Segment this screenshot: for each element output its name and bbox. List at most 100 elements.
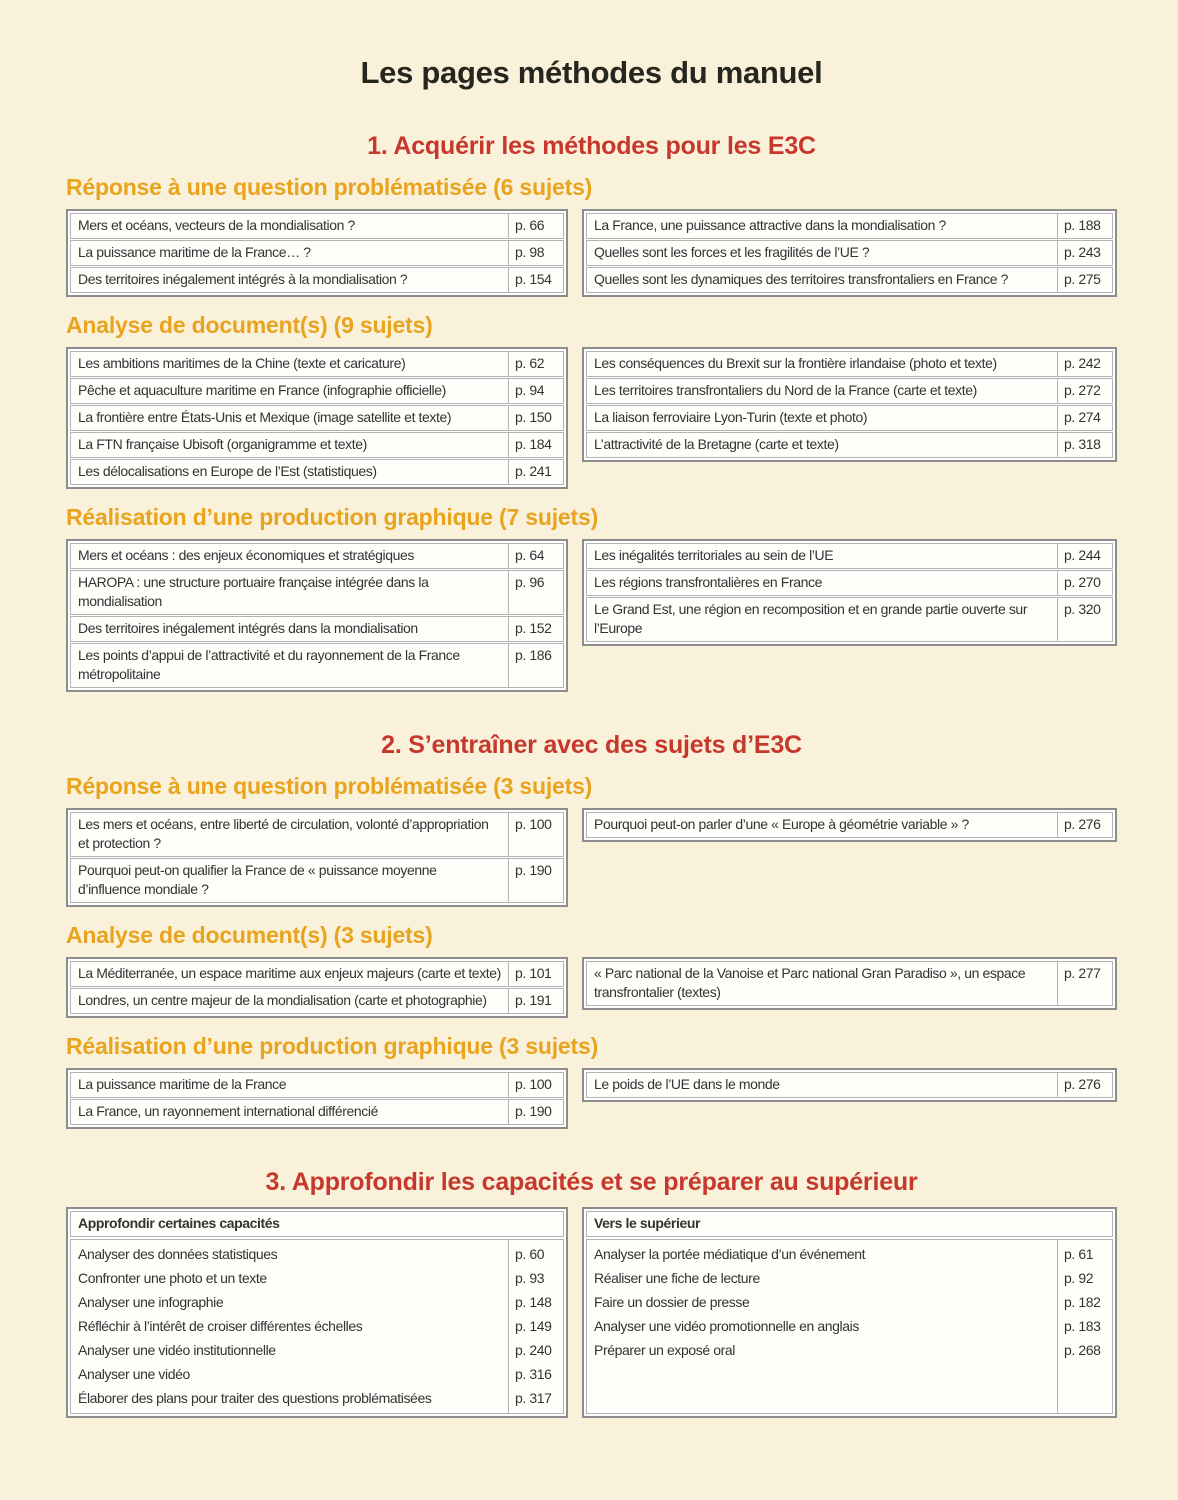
toc-topic: Les inégalités territoriales au sein de … [594,547,834,563]
capacity-page-number: p. 148 [515,1294,552,1310]
capacity-page-number: p. 317 [515,1390,552,1406]
toc-page-number: p. 100 [508,813,563,856]
toc-table-right: « Parc national de la Vanoise et Parc na… [582,957,1117,1010]
toc-topic: Pourquoi peut-on qualifier la France de … [78,862,437,897]
toc-page-number: p. 154 [508,268,563,292]
toc-topic: Pêche et aquaculture maritime en France … [78,382,446,398]
toc-row: Les ambitions maritimes de la Chine (tex… [70,351,564,377]
toc-page-number: p. 276 [1057,1073,1112,1097]
capacity-page-number: p. 240 [515,1342,552,1358]
subsection-heading: Réalisation d’une production graphique (… [66,504,599,530]
toc-topic: Pourquoi peut-on parler d’une « Europe à… [594,816,969,832]
toc-row: La puissance maritime de la France… ? p. … [70,240,564,266]
toc-row: Le Grand Est, une région en recompositio… [586,597,1113,642]
page-title: Les pages méthodes du manuel [360,55,823,90]
toc-row: La puissance maritime de la France p. 100 [70,1072,564,1098]
toc-table-left: Mers et océans, vecteurs de la mondialis… [66,209,568,297]
capacity-topics-column: Analyser la portée médiatique d’un événe… [587,1240,1057,1413]
subsection-heading: Réalisation d’une production graphique (… [66,1033,599,1059]
capacity-topic: Réfléchir à l’intérêt de croiser différe… [78,1318,363,1334]
toc-page-number: p. 190 [508,1100,563,1124]
capacity-table: Vers le supérieur Analyser la portée médi… [582,1207,1117,1418]
toc-table-right: Les conséquences du Brexit sur la fronti… [582,347,1117,462]
toc-page-number: p. 275 [1057,268,1112,292]
capacity-page-number: p. 93 [515,1270,545,1286]
toc-content: 1. Acquérir les méthodes pour les E3C Rép… [66,131,1117,1418]
toc-page-number: p. 276 [1057,813,1112,837]
toc-row: La France, une puissance attractive dans… [586,213,1113,239]
toc-page-number: p. 241 [508,460,563,484]
toc-row: Quelles sont les dynamiques des territoi… [586,267,1113,293]
subsection-heading: Analyse de document(s) (9 sujets) [66,312,433,338]
capacity-table-header: Vers le supérieur [586,1211,1113,1237]
toc-row: Les délocalisations en Europe de l’Est (… [70,459,564,485]
subsection-heading: Analyse de document(s) (3 sujets) [66,922,433,948]
capacity-topic: Analyser la portée médiatique d’un événe… [594,1246,866,1262]
toc-page-number: p. 277 [1057,962,1112,1005]
toc-page-number: p. 274 [1057,406,1112,430]
toc-page-number: p. 98 [508,241,563,265]
toc-row: Les inégalités territoriales au sein de … [586,543,1113,569]
section-heading: 2. S’entraîner avec des sujets d’E3C [381,731,802,759]
capacity-topics-column: Analyser des données statistiques Confron… [71,1240,508,1413]
toc-table-left: Les ambitions maritimes de la Chine (tex… [66,347,568,489]
toc-topic: Des territoires inégalement intégrés dan… [78,620,418,636]
toc-page-number: p. 184 [508,433,563,457]
toc-row: Les conséquences du Brexit sur la fronti… [586,351,1113,377]
toc-topic: HAROPA : une structure portuaire françai… [78,574,429,609]
toc-table-left: Les mers et océans, entre liberté de cir… [66,808,568,907]
toc-topic: La liaison ferroviaire Lyon-Turin (texte… [594,409,868,425]
section-heading: 3. Approfondir les capacités et se prépa… [265,1168,918,1196]
toc-page-number: p. 150 [508,406,563,430]
toc-row: Les régions transfrontalières en France p… [586,570,1113,596]
toc-row: Pourquoi peut-on qualifier la France de … [70,858,564,903]
toc-topic: Quelles sont les dynamiques des territoi… [594,271,1008,287]
capacity-page-number: p. 182 [1064,1294,1101,1310]
toc-page-number: p. 318 [1057,433,1112,457]
toc-table-pair: Mers et océans, vecteurs de la mondialis… [66,209,1117,297]
toc-page-number: p. 152 [508,617,563,641]
toc-row: La Méditerranée, un espace maritime aux … [70,961,564,987]
toc-topic: Mers et océans, vecteurs de la mondialis… [78,217,355,233]
toc-page-number: p. 272 [1057,379,1112,403]
capacity-pages-column: p. 60 p. 93 p. 148 p. 149 p. 240 p. 316 p. 317 [508,1240,563,1413]
toc-table-right: Pourquoi peut-on parler d’une « Europe à… [582,808,1117,842]
toc-page-number: p. 101 [508,962,563,986]
toc-page-number: p. 186 [508,644,563,687]
toc-topic: L’attractivité de la Bretagne (carte et … [594,436,839,452]
toc-topic: La Méditerranée, un espace maritime aux … [78,965,501,981]
toc-table-pair: La Méditerranée, un espace maritime aux … [66,957,1117,1018]
toc-table-pair: La puissance maritime de la France p. 100… [66,1068,1117,1129]
toc-row: Londres, un centre majeur de la mondiali… [70,988,564,1014]
toc-table-pair: Les ambitions maritimes de la Chine (tex… [66,347,1117,489]
section-heading: 1. Acquérir les méthodes pour les E3C [367,132,816,160]
capacity-topic: Réaliser une fiche de lecture [594,1270,760,1286]
toc-page-number: p. 64 [508,544,563,568]
toc-topic: Le Grand Est, une région en recompositio… [594,601,1028,636]
toc-row: Mers et océans : des enjeux économiques … [70,543,564,569]
toc-row: « Parc national de la Vanoise et Parc na… [586,961,1113,1006]
toc-topic: La France, un rayonnement international … [78,1103,378,1119]
toc-page-number: p. 190 [508,859,563,902]
toc-row: Des territoires inégalement intégrés à l… [70,267,564,293]
toc-row: Quelles sont les forces et les fragilité… [586,240,1113,266]
toc-page-number: p. 66 [508,214,563,238]
toc-row: La liaison ferroviaire Lyon-Turin (texte… [586,405,1113,431]
toc-topic: Les points d’appui de l’attractivité et … [78,647,460,682]
toc-table-left: La puissance maritime de la France p. 100… [66,1068,568,1129]
toc-table-right: La France, une puissance attractive dans… [582,209,1117,297]
toc-topic: La frontière entre États-Unis et Mexique… [78,409,452,425]
toc-row: HAROPA : une structure portuaire françai… [70,570,564,615]
capacity-topic: Analyser une vidéo institutionnelle [78,1342,276,1358]
toc-row: La frontière entre États-Unis et Mexique… [70,405,564,431]
toc-row: Le poids de l’UE dans le monde p. 276 [586,1072,1113,1098]
capacity-table-body: Analyser des données statistiques Confron… [70,1239,564,1414]
capacity-topic: Préparer un exposé oral [594,1342,735,1358]
toc-row: Mers et océans, vecteurs de la mondialis… [70,213,564,239]
capacity-table-body: Analyser la portée médiatique d’un événe… [586,1239,1113,1414]
capacity-topic: Confronter une photo et un texte [78,1270,267,1286]
capacity-page-number: p. 316 [515,1366,552,1382]
capacity-table-header: Approfondir certaines capacités [70,1211,564,1237]
capacity-topic: Analyser une infographie [78,1294,224,1310]
toc-page-number: p. 244 [1057,544,1112,568]
